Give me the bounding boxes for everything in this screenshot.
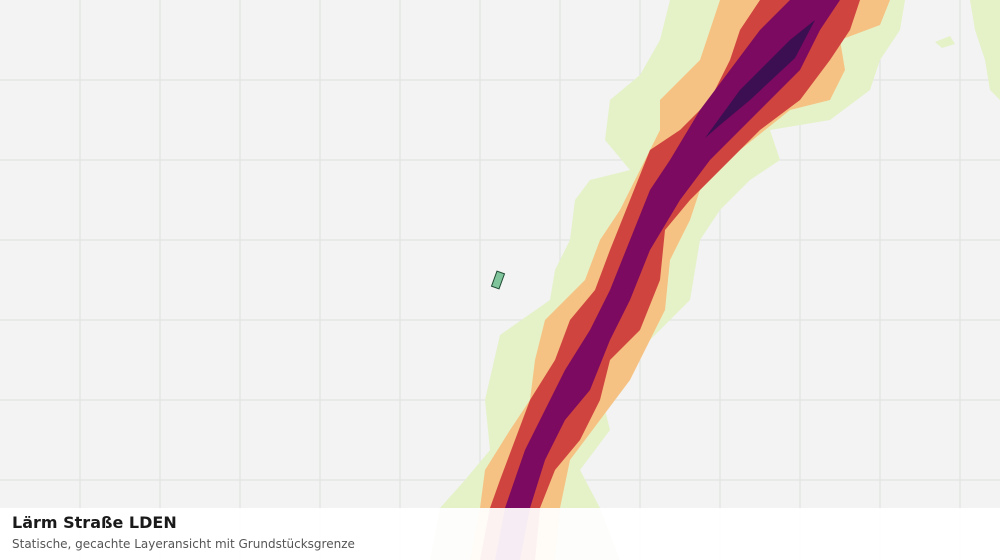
layer-title: Lärm Straße LDEN <box>12 513 177 532</box>
noise-band-low <box>970 0 1000 100</box>
parcel-boundary <box>490 270 506 290</box>
noise-band-max <box>705 20 815 138</box>
caption-bar <box>0 508 1000 560</box>
noise-band-high <box>480 0 860 560</box>
noise-band-very-high <box>495 0 840 560</box>
noise-band-low <box>935 36 955 48</box>
layer-subtitle: Statische, gecachte Layeransicht mit Gru… <box>12 537 355 551</box>
noise-layer <box>430 0 1000 560</box>
